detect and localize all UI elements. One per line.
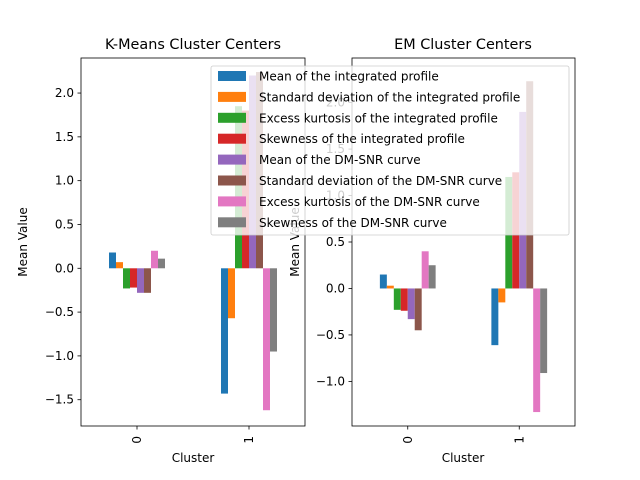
em-bar-series-1-cluster-0	[386, 285, 394, 289]
kmeans-y-tick-label: −1.0	[45, 349, 74, 363]
legend-swatch	[218, 154, 246, 165]
legend: Mean of the integrated profile Standard d…	[210, 65, 570, 236]
legend-swatch	[218, 217, 246, 228]
em-title: EM Cluster Centers	[394, 37, 532, 53]
kmeans-bar-series-7-cluster-0	[158, 258, 165, 269]
em-bar-series-0-cluster-1	[491, 288, 499, 346]
em-bar-series-2-cluster-0	[393, 288, 401, 310]
legend-label: Mean of the DM-SNR curve	[259, 153, 421, 167]
em-bar-series-7-cluster-1	[540, 288, 548, 374]
legend-label: Standard deviation of the DM-SNR curve	[259, 174, 502, 188]
kmeans-bar-series-4-cluster-0	[137, 268, 144, 293]
legend-swatch	[218, 196, 246, 207]
em-axes-frame	[351, 57, 576, 427]
kmeans-bar-series-2-cluster-0	[123, 268, 130, 289]
legend-label: Excess kurtosis of the integrated profil…	[259, 111, 498, 125]
kmeans-bar-series-1-cluster-0	[116, 262, 123, 269]
kmeans-y-tick-label: 0.5	[55, 217, 74, 231]
em-x-axis-label: Cluster	[442, 451, 485, 465]
em-bar-series-3-cluster-0	[400, 288, 408, 311]
em-y-tick-label: −1.0	[316, 374, 345, 388]
kmeans-y-tick-label: 0.0	[55, 261, 74, 275]
kmeans-x-tick-label: 1	[242, 436, 256, 444]
legend-label: Skewness of the integrated profile	[259, 132, 465, 146]
kmeans-bar-series-0-cluster-0	[109, 252, 116, 269]
em-bar-series-5-cluster-0	[414, 288, 422, 331]
legend-swatch	[218, 91, 246, 102]
em-bar-series-6-cluster-0	[421, 251, 429, 289]
kmeans-y-ticks: −1.5 −1.0 −0.5 0.0 0.5 1.0 1.5 2.0	[45, 86, 81, 407]
legend-label: Excess kurtosis of the DM-SNR curve	[259, 195, 480, 209]
em-bar-series-1-cluster-1	[498, 288, 506, 303]
legend-swatch	[218, 112, 246, 123]
em-y-tick-label: −0.5	[316, 328, 345, 342]
kmeans-bar-series-3-cluster-0	[130, 268, 137, 288]
kmeans-bar-series-5-cluster-0	[144, 268, 151, 293]
em-y-tick-label: 0.0	[326, 281, 345, 295]
em-bar-series-7-cluster-0	[428, 265, 436, 289]
kmeans-bar-series-7-cluster-1	[270, 268, 277, 352]
em-bar-series-0-cluster-0	[379, 274, 387, 289]
legend-box	[210, 65, 570, 236]
kmeans-y-tick-label: 1.5	[55, 130, 74, 144]
kmeans-bar-series-6-cluster-0	[151, 250, 158, 269]
kmeans-bar-series-0-cluster-1	[221, 268, 228, 394]
kmeans-y-axis-label: Mean Value	[16, 207, 30, 276]
em-bar-series-6-cluster-1	[533, 288, 541, 413]
kmeans-y-tick-label: −1.5	[45, 393, 74, 407]
legend-swatch	[218, 175, 246, 186]
kmeans-y-tick-label: −0.5	[45, 305, 74, 319]
em-x-tick-label: 1	[512, 436, 526, 444]
kmeans-x-tick-label: 0	[130, 436, 144, 444]
em-bar-series-4-cluster-0	[407, 288, 415, 320]
legend-swatch	[218, 71, 246, 81]
kmeans-bar-series-1-cluster-1	[228, 268, 235, 319]
kmeans-bar-series-6-cluster-1	[263, 268, 270, 411]
legend-swatch	[218, 133, 246, 144]
kmeans-y-tick-label: 1.0	[55, 174, 74, 188]
legend-label: Standard deviation of the integrated pro…	[259, 90, 520, 104]
kmeans-y-tick-label: 2.0	[55, 86, 74, 100]
legend-entries: Mean of the integrated profile Standard d…	[218, 70, 520, 230]
em-y-tick-label: 0.5	[326, 235, 345, 249]
em-x-tick-label: 0	[401, 436, 415, 444]
kmeans-x-axis-label: Cluster	[172, 451, 215, 465]
kmeans-axes-frame	[80, 57, 306, 427]
legend-label: Mean of the integrated profile	[259, 70, 439, 84]
kmeans-title: K-Means Cluster Centers	[105, 37, 281, 53]
legend-label: Skewness of the DM-SNR curve	[259, 216, 447, 230]
